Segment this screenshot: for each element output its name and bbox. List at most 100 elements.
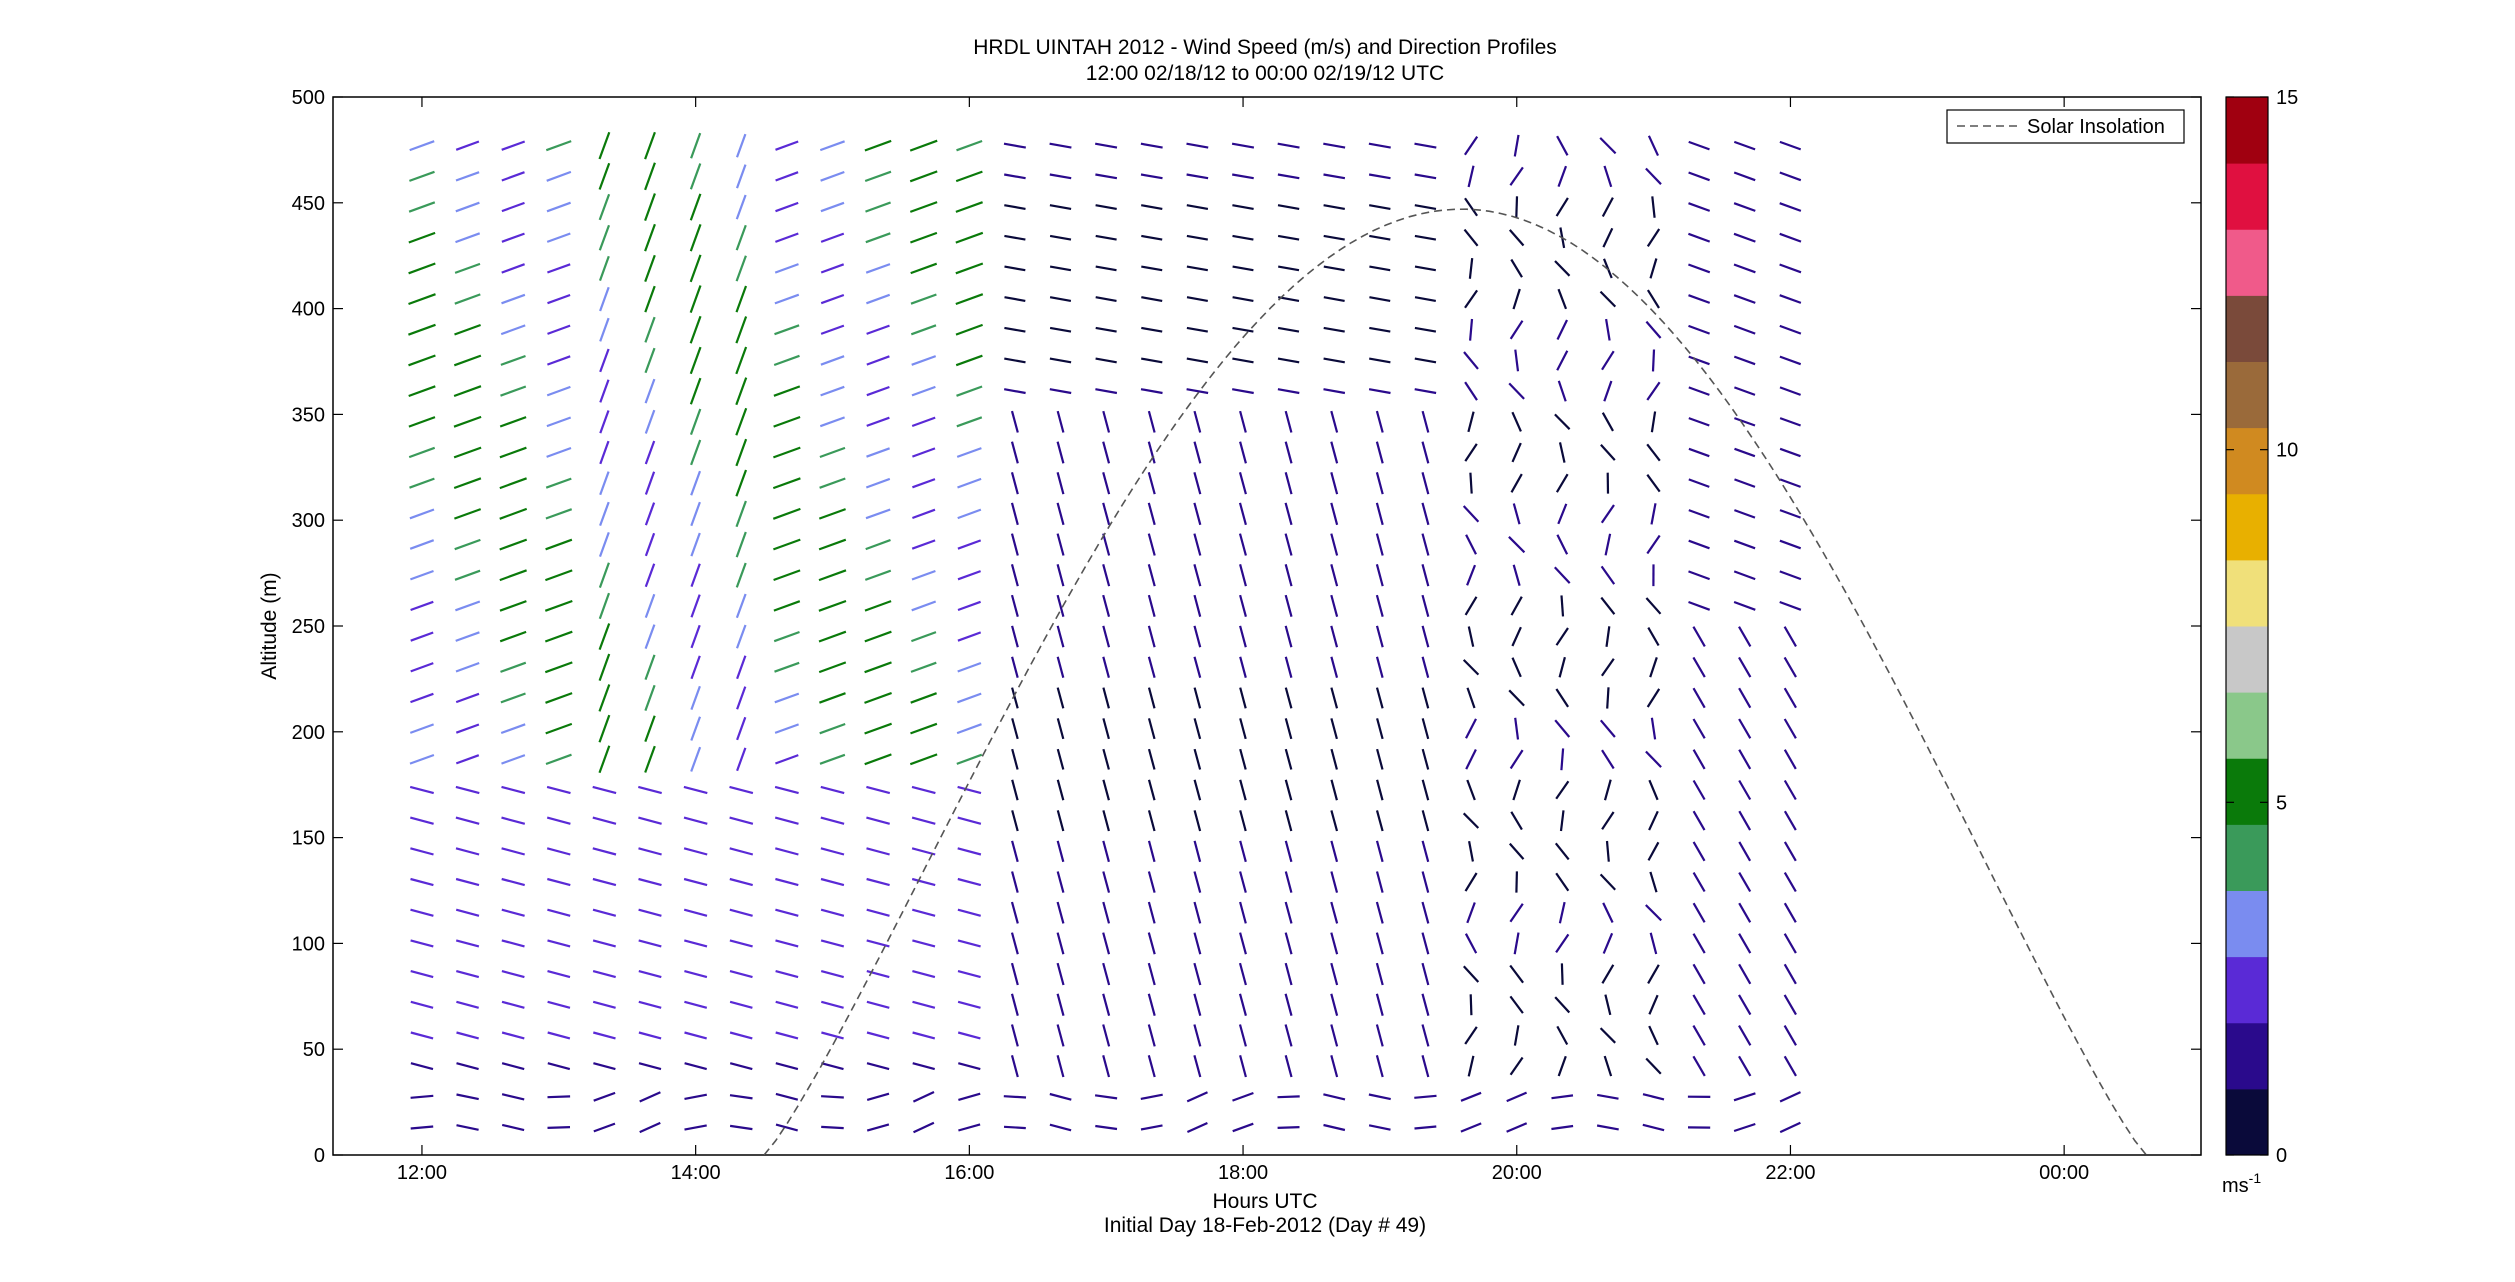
wind-vector [410, 1031, 434, 1040]
wind-vector [775, 1092, 799, 1101]
wind-vector [1095, 204, 1117, 210]
wind-vector [1414, 1094, 1437, 1099]
wind-vector [689, 163, 702, 190]
wind-vector [410, 1062, 434, 1071]
wind-vector [408, 354, 436, 367]
wind-vector [454, 538, 481, 551]
wind-vector [410, 600, 434, 612]
wind-vector [1193, 533, 1202, 556]
wind-vector [820, 816, 845, 825]
wind-vector [1011, 625, 1019, 648]
wind-vector [1560, 963, 1564, 985]
wind-vector [1010, 932, 1019, 955]
wind-vector [1284, 594, 1293, 617]
wind-vector [1284, 1024, 1293, 1047]
wind-vector [1779, 600, 1802, 611]
wind-vector [408, 446, 436, 459]
wind-vector [1141, 296, 1163, 302]
wind-vector [1330, 932, 1339, 955]
wind-vector [644, 654, 656, 680]
wind-vector [736, 747, 747, 772]
wind-vector [1369, 265, 1391, 272]
wind-vector [1556, 350, 1569, 371]
wind-vector [912, 1091, 935, 1103]
wind-vector [1193, 779, 1202, 801]
wind-vector [1692, 718, 1706, 739]
wind-vector [1232, 204, 1254, 210]
wind-vector [911, 385, 936, 397]
wind-vector [866, 847, 890, 856]
wind-vector [1509, 749, 1524, 770]
wind-vector [1469, 318, 1474, 341]
wind-vector [1421, 840, 1430, 863]
wind-vector [1095, 388, 1118, 395]
wind-vector [1468, 257, 1474, 279]
wind-vector [409, 539, 435, 550]
wind-vector [1510, 596, 1523, 616]
y-tick-label: 50 [303, 1039, 325, 1061]
wind-vector [1783, 687, 1797, 709]
wind-vector [1011, 687, 1019, 709]
wind-vector [546, 785, 571, 795]
wind-vector [455, 661, 480, 673]
wind-vector [1323, 142, 1346, 149]
wind-vector [1464, 1026, 1478, 1045]
wind-vector [911, 539, 936, 550]
wind-vector [1140, 388, 1163, 395]
x-tick-label: 12:00 [397, 1162, 447, 1184]
wind-vector [1323, 1093, 1346, 1101]
wind-vector [1647, 964, 1660, 984]
wind-vector [544, 661, 573, 674]
wind-vector [501, 816, 526, 825]
wind-vector [545, 508, 573, 520]
wind-vector [1232, 326, 1254, 333]
wind-vector [409, 477, 435, 489]
wind-vector [684, 1000, 708, 1009]
wind-vector [1692, 841, 1706, 862]
wind-vector [547, 293, 571, 305]
wind-vector [500, 385, 527, 397]
wind-vector [1604, 533, 1612, 556]
wind-vector [690, 716, 702, 741]
wind-vector [689, 224, 702, 252]
wind-vector [958, 1092, 981, 1101]
wind-vector [1466, 779, 1476, 801]
wind-vector [819, 477, 846, 489]
wind-vector [1464, 933, 1478, 954]
wind-vector [1506, 1091, 1528, 1103]
wind-vector [820, 970, 844, 979]
wind-vector [775, 1031, 799, 1040]
wind-vector [820, 908, 845, 917]
wind-vector [957, 816, 982, 825]
wind-vector [911, 631, 937, 643]
wind-vector [1734, 478, 1756, 488]
wind-vector [644, 223, 656, 252]
wind-vector [775, 1000, 799, 1009]
wind-vector [729, 816, 754, 825]
wind-vector [820, 170, 845, 182]
wind-vector [1783, 933, 1797, 954]
wind-vector [775, 232, 799, 243]
wind-vector [1599, 719, 1616, 738]
wind-vector [1147, 594, 1156, 617]
wind-vector [1056, 502, 1065, 526]
wind-vector [1284, 993, 1293, 1016]
wind-vector [544, 599, 573, 612]
wind-vector [598, 255, 610, 281]
wind-vector [1649, 657, 1658, 678]
wind-vector [1602, 227, 1614, 248]
wind-vector [501, 140, 526, 151]
wind-vector [1692, 994, 1706, 1016]
wind-vector [598, 653, 611, 681]
wind-vector [1558, 442, 1566, 463]
legend-entry: Solar Insolation [2027, 116, 2165, 138]
wind-vector [453, 385, 482, 398]
wind-vector [547, 1000, 571, 1009]
wind-vector [638, 970, 662, 979]
wind-vector [1147, 472, 1156, 495]
wind-vector [1779, 171, 1802, 182]
wind-vector [1651, 196, 1656, 218]
wind-vector [820, 355, 845, 366]
wind-vector [501, 970, 525, 979]
wind-vector [547, 1031, 571, 1040]
